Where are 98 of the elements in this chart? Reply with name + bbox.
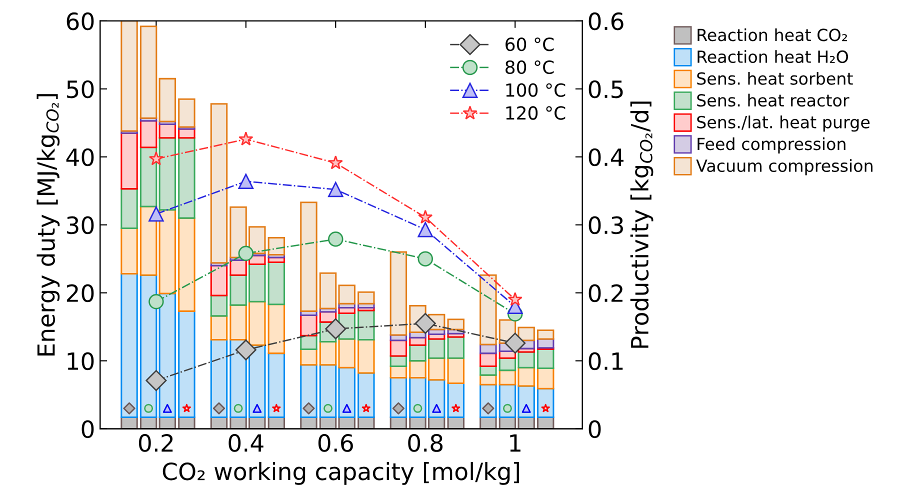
y2-tick-label: 0.6 bbox=[588, 12, 624, 30]
bar bbox=[140, 26, 158, 119]
legend-label: Sens. heat sorbent bbox=[697, 72, 853, 85]
x-tick-label: 0.8 bbox=[408, 434, 443, 452]
bar bbox=[390, 340, 408, 357]
legend-label: Reaction heat H₂O bbox=[698, 50, 848, 64]
bar bbox=[210, 103, 228, 264]
y2-tick-label: 0.3 bbox=[588, 216, 623, 234]
y2-tick-label: 0.4 bbox=[588, 148, 624, 166]
bar bbox=[158, 78, 176, 122]
legend-label: 60 °C bbox=[506, 37, 554, 52]
y-tick-label: 30 bbox=[66, 216, 94, 234]
bar bbox=[300, 334, 318, 350]
bar bbox=[300, 348, 318, 366]
bar bbox=[158, 137, 176, 211]
x-tick-label: 0.2 bbox=[138, 434, 173, 452]
point bbox=[238, 132, 254, 146]
point bbox=[146, 370, 167, 392]
legend-label: 120 °C bbox=[506, 106, 566, 120]
point bbox=[238, 174, 254, 189]
point bbox=[148, 206, 164, 222]
bar bbox=[210, 294, 228, 317]
y2-tick-label: 0.1 bbox=[588, 352, 623, 370]
x-tick-label: 0.4 bbox=[228, 434, 264, 452]
point bbox=[418, 222, 434, 238]
bar bbox=[390, 251, 408, 336]
bar bbox=[178, 137, 196, 219]
point bbox=[418, 210, 433, 224]
x-axis-title: CO₂ working capacity [mol/kg] bbox=[162, 462, 519, 485]
legend-label: 100 °C bbox=[506, 83, 566, 97]
bar bbox=[210, 338, 228, 418]
bar bbox=[158, 209, 176, 294]
bar bbox=[358, 310, 375, 340]
legend-label: 80 °C bbox=[506, 60, 554, 74]
legend-label: Feed compression bbox=[698, 137, 846, 154]
bar bbox=[178, 217, 196, 312]
point bbox=[328, 231, 344, 247]
bar bbox=[447, 357, 464, 384]
y-tick-label: 20 bbox=[66, 284, 94, 302]
point bbox=[328, 182, 344, 198]
point bbox=[418, 251, 434, 266]
legend-label: Sens. heat reactor bbox=[697, 94, 850, 107]
bar bbox=[140, 146, 158, 208]
y-tick-label: 10 bbox=[68, 352, 94, 370]
y-tick-label: 0 bbox=[82, 420, 94, 438]
bar bbox=[120, 227, 138, 275]
point bbox=[148, 294, 164, 310]
bar bbox=[178, 310, 196, 418]
x-tick-label: 0.6 bbox=[318, 434, 353, 452]
bar bbox=[120, 188, 138, 230]
bar bbox=[158, 292, 176, 418]
bar bbox=[536, 329, 554, 340]
bar bbox=[140, 206, 158, 276]
bar bbox=[268, 352, 286, 418]
bar bbox=[358, 372, 375, 418]
legend-label: Sens./lat. heat purge bbox=[697, 116, 870, 132]
bar bbox=[268, 237, 286, 256]
bar bbox=[300, 364, 318, 418]
y-tick-label: 40 bbox=[66, 148, 94, 166]
bar bbox=[480, 352, 497, 368]
bar bbox=[536, 348, 554, 370]
y-axis-title: Energy duty [MJ/kg$_{CO₂}$] bbox=[36, 94, 60, 356]
y-tick-label: 50 bbox=[67, 80, 94, 98]
y2-tick-label: 0.5 bbox=[588, 80, 623, 98]
y-tick-label: 60 bbox=[66, 12, 94, 30]
bar bbox=[447, 382, 464, 418]
point bbox=[504, 332, 526, 354]
bar bbox=[300, 314, 318, 336]
point bbox=[148, 151, 164, 166]
point bbox=[235, 339, 256, 360]
bar bbox=[210, 315, 228, 340]
y2-tick-label: 0 bbox=[588, 420, 601, 438]
bar bbox=[536, 368, 554, 390]
bar bbox=[447, 318, 464, 330]
bar bbox=[120, 273, 138, 418]
legend-label: Vacuum compression bbox=[696, 159, 872, 176]
point bbox=[414, 312, 436, 334]
bar bbox=[358, 291, 375, 304]
bar bbox=[120, 132, 138, 190]
bar bbox=[300, 202, 318, 312]
bar bbox=[268, 261, 286, 306]
bar bbox=[268, 304, 286, 354]
point bbox=[325, 318, 346, 340]
point bbox=[508, 292, 522, 306]
bar bbox=[178, 98, 196, 128]
point bbox=[238, 246, 254, 262]
bar bbox=[447, 336, 464, 359]
bar bbox=[120, 20, 138, 132]
bar bbox=[358, 338, 375, 374]
x-tick-label: 1 bbox=[510, 434, 520, 452]
y2-tick-label: 0.2 bbox=[588, 284, 622, 302]
bar bbox=[140, 120, 158, 148]
point bbox=[328, 155, 343, 170]
bar bbox=[536, 388, 554, 418]
y2-axis-title: Productivity [kg$_{CO₂}$/d] bbox=[630, 102, 654, 348]
bar bbox=[210, 264, 228, 296]
bar bbox=[480, 274, 497, 346]
legend-label: Reaction heat CO₂ bbox=[698, 28, 847, 42]
